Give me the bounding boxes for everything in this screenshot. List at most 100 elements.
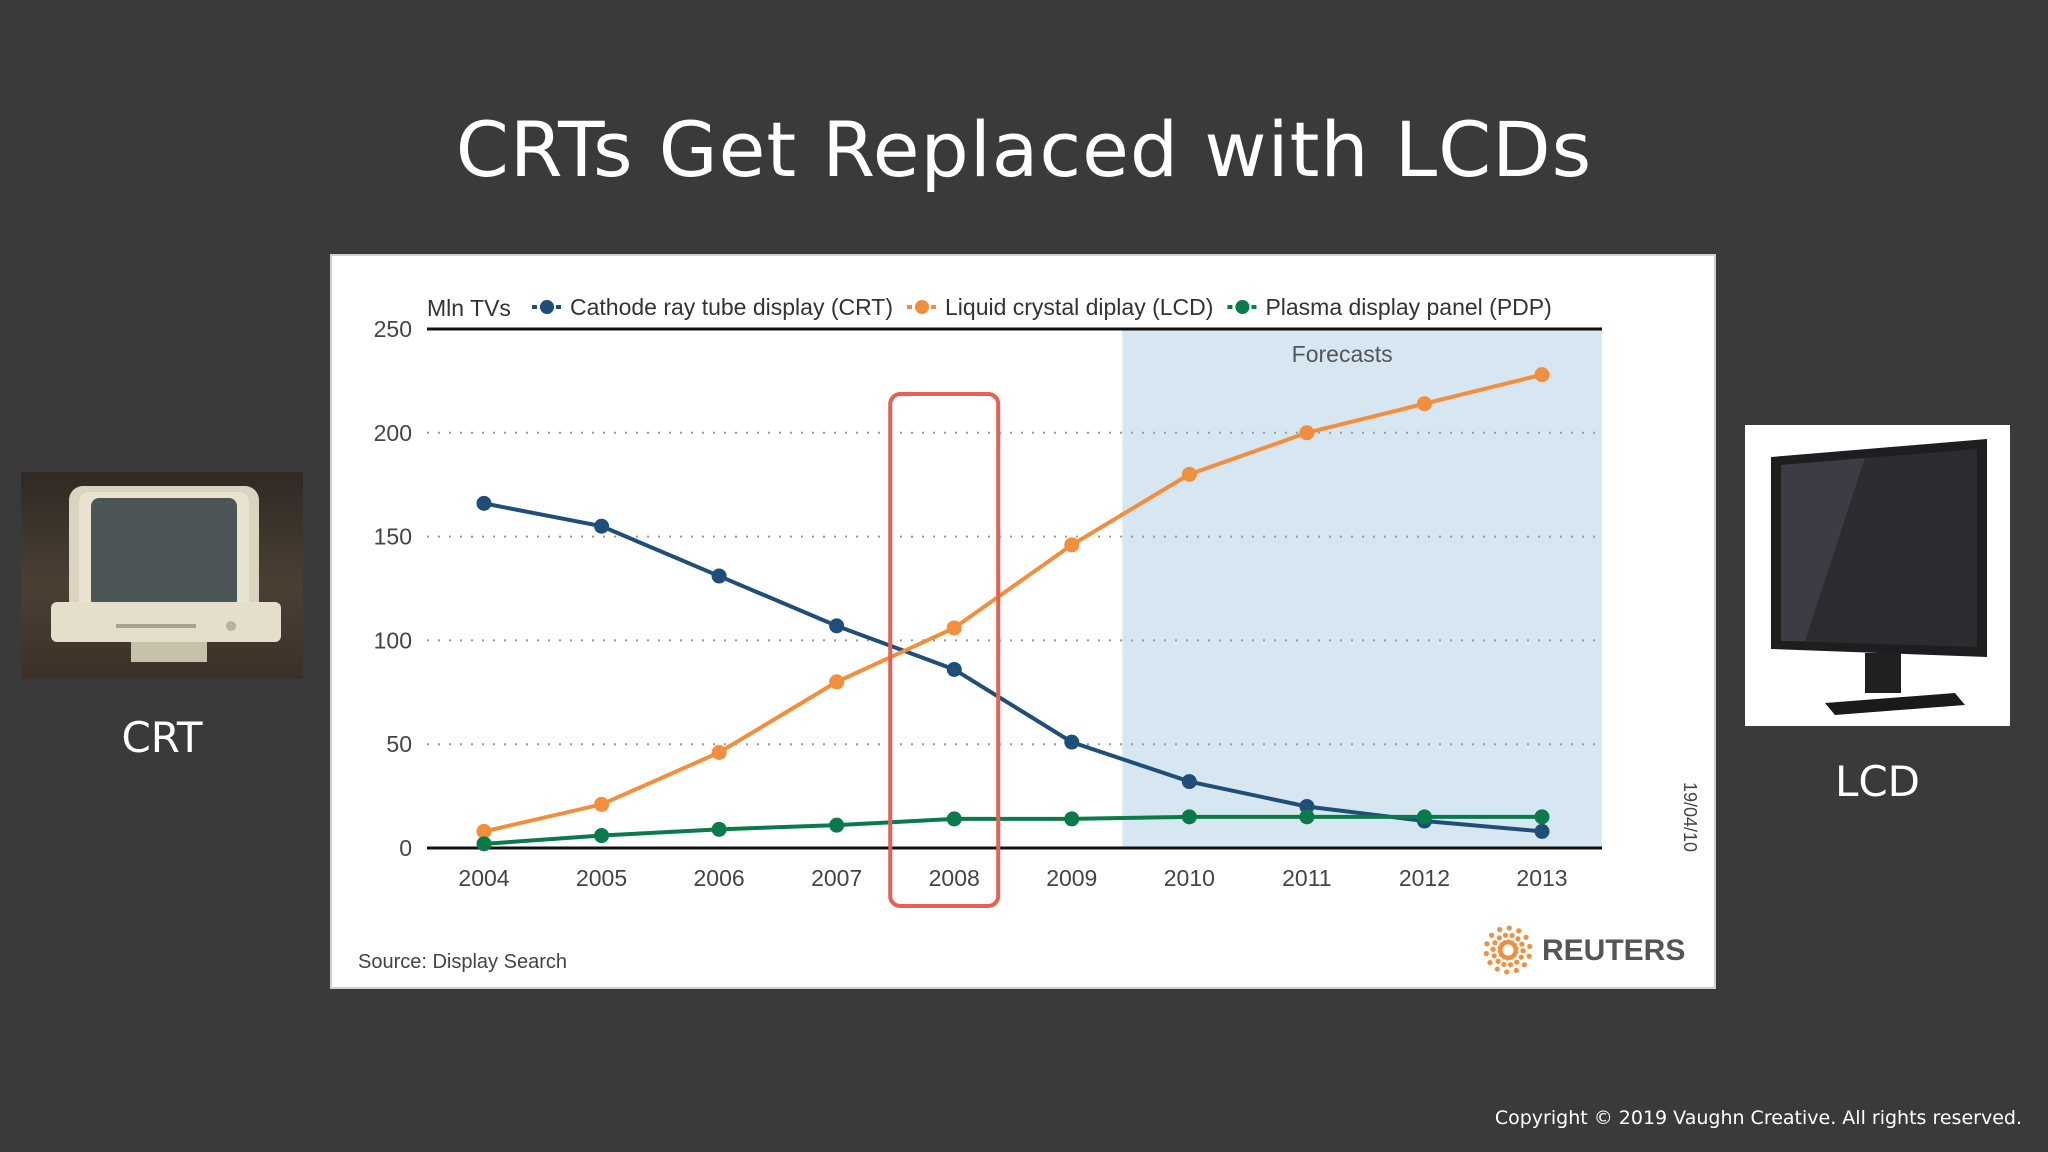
x-tick-label: 2008 [929, 865, 980, 891]
data-point [946, 661, 962, 677]
data-point [1299, 798, 1315, 814]
logo-dot [1513, 945, 1519, 952]
forecast-label: Forecasts [1292, 341, 1393, 367]
data-point [946, 811, 962, 827]
lcd-caption: LCD [1834, 757, 1921, 806]
x-tick-label: 2010 [1164, 865, 1215, 891]
series-line-1 [483, 372, 1543, 834]
logo-dot [1502, 932, 1509, 938]
line-chart: Forecasts 0 50 100 150 200 250 2004 2005 2006 20… [358, 294, 1700, 975]
logo-dot [1497, 927, 1503, 933]
logo-dot [1489, 932, 1495, 938]
legend-entry: Plasma display panel (PDP) [1265, 294, 1551, 320]
logo-dot [1527, 943, 1533, 950]
logo-dot [1484, 941, 1490, 947]
data-point [1181, 466, 1197, 482]
source-note: Source: Display Search [358, 951, 567, 973]
crt-caption: CRT [121, 713, 203, 762]
logo-dot [1513, 967, 1519, 973]
data-point [1299, 809, 1315, 825]
logo-dot [1507, 962, 1514, 968]
x-tick-label: 2006 [694, 865, 745, 891]
x-tick-label: 2011 [1282, 865, 1331, 891]
data-point [1534, 367, 1550, 383]
data-point [1181, 809, 1197, 825]
logo-dot [1496, 935, 1502, 941]
lcd-monitor-photo [1745, 425, 2010, 726]
reuters-logo [1483, 925, 1533, 975]
data-point [1181, 774, 1197, 790]
logo-dot [1501, 961, 1507, 968]
data-point [1064, 734, 1080, 750]
copyright-notice: Copyright © 2019 Vaughn Creative. All ri… [1494, 1107, 2022, 1129]
data-point [476, 836, 492, 852]
x-tick-label: 2005 [576, 865, 627, 891]
highlight-2008-box [888, 392, 1001, 908]
reuters-brand: REUTERS [1542, 934, 1685, 967]
data-point [594, 518, 610, 534]
data-point [946, 620, 962, 636]
tv-sales-chart: Forecasts 0 50 100 150 200 250 2004 2005 2006 20… [330, 254, 1716, 989]
series-line-2 [483, 814, 1542, 846]
legend-entry: Cathode ray tube display (CRT) [570, 294, 893, 320]
y-tick-label: 50 [386, 731, 412, 757]
logo-dot [1520, 948, 1526, 954]
data-point [829, 817, 845, 833]
crt-monitor-icon [51, 486, 281, 662]
logo-dot [1504, 969, 1510, 975]
data-point [594, 828, 610, 844]
data-point [711, 821, 727, 837]
y-tick-label: 200 [374, 420, 412, 446]
data-point [711, 745, 727, 761]
data-point [1416, 809, 1432, 825]
y-axis-label: Mln TVs [427, 295, 511, 321]
legend-swatch-dot [540, 300, 554, 314]
data-point [476, 823, 492, 839]
logo-dot [1506, 925, 1512, 931]
legend-swatch-dot [1235, 300, 1250, 314]
legend-entry: Liquid crystal diplay (LCD) [945, 294, 1213, 320]
forecast-region [1122, 329, 1602, 848]
logo-dot [1514, 959, 1520, 965]
logo-dot [1509, 932, 1515, 939]
crt-monitor-photo [21, 472, 303, 679]
y-tick-label: 0 [399, 835, 412, 861]
slide-title: CRTs Get Replaced with LCDs [455, 105, 1593, 194]
series-line-0 [483, 501, 1543, 834]
x-tick-label: 2004 [458, 865, 509, 891]
lcd-monitor-icon [1771, 439, 1987, 715]
logo-dot [1516, 928, 1522, 934]
data-point [1534, 823, 1550, 839]
logo-dot [1490, 946, 1496, 952]
y-tick-label: 250 [374, 316, 412, 342]
logo-dot [1487, 960, 1493, 966]
y-tick-label: 150 [374, 524, 412, 550]
logo-dot [1515, 936, 1521, 942]
x-tick-label: 2009 [1046, 865, 1097, 891]
data-point [1534, 809, 1550, 825]
y-tick-label: 100 [374, 627, 412, 653]
logo-dot [1519, 941, 1525, 947]
x-tick-label: 2007 [811, 865, 862, 891]
legend-swatch-dot [915, 300, 929, 314]
logo-dot [1492, 940, 1498, 946]
x-tick-label: 2012 [1399, 865, 1450, 891]
data-point [1064, 537, 1080, 553]
x-tick-label: 2013 [1516, 865, 1567, 891]
logo-dot [1491, 953, 1497, 959]
data-point [711, 568, 727, 584]
logo-dot [1494, 966, 1500, 972]
logo-dot [1495, 958, 1501, 964]
data-point [829, 674, 845, 690]
logo-dot [1521, 962, 1527, 968]
logo-dot [1523, 934, 1529, 940]
data-point [1416, 396, 1432, 412]
data-point [1064, 811, 1080, 827]
data-point [594, 796, 610, 812]
logo-dot [1483, 950, 1489, 957]
data-point [829, 618, 845, 634]
data-point [476, 495, 492, 511]
date-stamp: 19/04/10 [1680, 782, 1700, 852]
logo-dot [1518, 954, 1524, 960]
data-point [1299, 425, 1315, 441]
